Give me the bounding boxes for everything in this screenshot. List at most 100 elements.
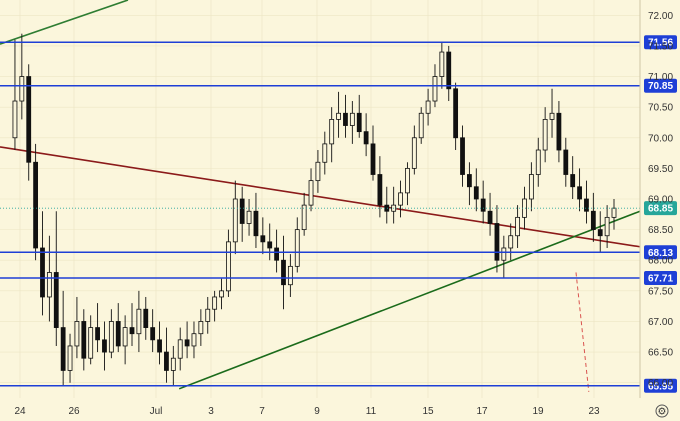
candle xyxy=(597,211,603,253)
candle-body xyxy=(322,143,328,163)
candle xyxy=(480,180,486,224)
candle-body xyxy=(480,198,486,212)
level-badge: 68.13 xyxy=(644,245,677,260)
candle-body xyxy=(40,247,45,298)
projection-line[interactable] xyxy=(575,272,590,392)
candle xyxy=(205,296,211,334)
candle-body xyxy=(108,321,114,353)
candle xyxy=(549,88,555,138)
candle xyxy=(198,309,204,346)
level-badge: 65.95 xyxy=(644,378,677,393)
candle xyxy=(590,192,596,242)
x-tick-label: 19 xyxy=(532,406,544,417)
candle xyxy=(67,333,73,383)
candle-body xyxy=(439,51,445,77)
candle xyxy=(577,168,582,212)
x-tick-label: 17 xyxy=(476,406,488,417)
candle-body xyxy=(411,137,417,169)
candle-body xyxy=(88,327,94,359)
candle xyxy=(12,39,18,151)
candle xyxy=(584,180,589,224)
candle xyxy=(535,137,541,187)
candle-body xyxy=(205,308,211,322)
candle xyxy=(143,296,149,340)
level-badge-label: 65.95 xyxy=(648,381,673,392)
candle-body xyxy=(212,296,218,310)
candle-body xyxy=(177,339,183,359)
candle-body xyxy=(150,327,156,341)
candle-body xyxy=(294,229,300,267)
candle xyxy=(260,217,266,255)
settings-button[interactable]: ⚙ xyxy=(655,404,669,418)
x-tick-label: 26 xyxy=(68,406,80,417)
candle-body xyxy=(590,210,596,231)
candle xyxy=(164,327,169,383)
level-badge: 71.56 xyxy=(644,35,677,50)
candle-body xyxy=(508,235,514,249)
candle xyxy=(274,229,280,273)
candle-body xyxy=(528,174,534,200)
candle-body xyxy=(494,223,500,261)
candle xyxy=(343,94,348,138)
candle-body xyxy=(446,51,452,90)
last-price-badge-bg xyxy=(644,201,677,216)
candle xyxy=(301,192,307,236)
candle-body xyxy=(329,119,335,145)
trendline-descending-resistance[interactable] xyxy=(0,146,641,248)
x-tick-label: Jul xyxy=(150,406,163,417)
candle xyxy=(184,321,190,359)
candle-body xyxy=(157,339,162,353)
trendline-ascending-support[interactable] xyxy=(178,210,641,390)
candle xyxy=(253,192,259,248)
y-tick-label: 68.50 xyxy=(648,225,673,236)
candle-body xyxy=(501,247,507,261)
candle xyxy=(33,143,39,261)
y-tick-label: 72.00 xyxy=(648,11,673,22)
x-tick-label: 11 xyxy=(366,406,377,417)
candle-body xyxy=(219,290,224,298)
candle-body xyxy=(336,112,341,120)
candle-body xyxy=(604,216,610,237)
candle-body xyxy=(535,149,541,175)
candle-body xyxy=(549,112,555,120)
candle xyxy=(356,94,362,138)
settings-icon: ⚙ xyxy=(658,407,667,418)
level-badge: 67.71 xyxy=(644,270,677,285)
candle xyxy=(191,321,197,359)
y-tick-label: 70.00 xyxy=(648,133,673,144)
candle xyxy=(329,107,335,163)
x-tick-label: 15 xyxy=(422,406,434,417)
candle xyxy=(418,107,424,144)
time-axis[interactable]: 24 26 Jul 3 7 9 11 15 17 19 23 xyxy=(14,406,600,417)
candle-body xyxy=(377,174,383,206)
candle-body xyxy=(432,76,438,102)
level-badge-label: 67.71 xyxy=(648,273,673,284)
candle xyxy=(398,180,403,218)
candle xyxy=(95,303,100,353)
candle xyxy=(487,192,493,236)
candle xyxy=(508,223,514,261)
candle xyxy=(349,101,355,144)
candle-body xyxy=(343,112,348,126)
candle-body xyxy=(356,112,362,133)
price-axis[interactable]: 72.00 71.50 71.00 70.50 70.00 69.50 69.00 68.50… xyxy=(639,0,673,398)
candle-body xyxy=(556,112,562,151)
candle xyxy=(102,321,107,371)
candle-body xyxy=(191,333,197,347)
candle-body xyxy=(274,247,280,261)
y-tick-label: 70.50 xyxy=(648,103,673,114)
level-badge-label: 68.13 xyxy=(648,248,673,259)
candle-body xyxy=(74,321,80,347)
candle-body xyxy=(584,198,589,212)
candle-body xyxy=(115,321,121,347)
candle-body xyxy=(129,327,135,335)
candle-body xyxy=(170,357,176,371)
level-badge-bg xyxy=(644,378,677,393)
level-badge-bg xyxy=(644,78,677,93)
trendline-upper-channel[interactable] xyxy=(0,0,129,45)
candle xyxy=(212,290,218,322)
candle xyxy=(246,199,252,236)
candle xyxy=(308,168,314,212)
